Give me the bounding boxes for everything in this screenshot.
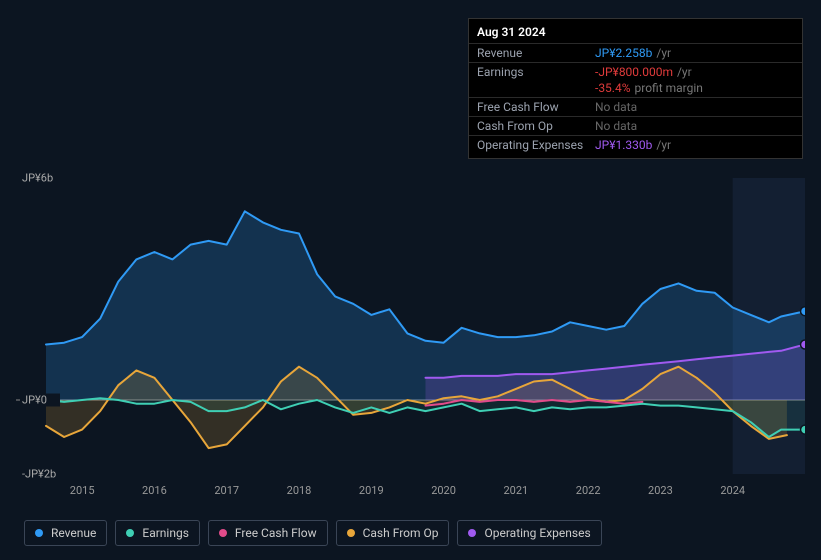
legend-item-earnings[interactable]: Earnings <box>115 520 200 546</box>
legend-swatch <box>468 529 476 537</box>
tooltip-subrow: -35.4% profit margin <box>469 81 802 97</box>
legend-swatch <box>35 529 43 537</box>
chart-legend: Revenue Earnings Free Cash Flow Cash From O… <box>24 520 602 546</box>
legend-swatch <box>347 529 355 537</box>
tooltip-unit: /yr <box>677 65 692 79</box>
x-tick-label: 2018 <box>287 484 312 497</box>
x-tick-label: 2019 <box>359 484 384 497</box>
legend-label: Cash From Op <box>363 526 439 540</box>
tooltip-row: RevenueJP¥2.258b/yr <box>469 43 802 62</box>
tooltip-value: JP¥1.330b <box>595 138 652 152</box>
tooltip-value: -JP¥800.000m <box>595 65 673 79</box>
x-tick-label: 2023 <box>648 484 673 497</box>
x-tick-label: 2024 <box>720 484 745 497</box>
legend-label: Operating Expenses <box>484 526 590 540</box>
tooltip-row: Earnings-JP¥800.000m/yr <box>469 62 802 81</box>
tooltip-row: Cash From OpNo data <box>469 116 802 135</box>
tooltip-label: Operating Expenses <box>477 138 595 152</box>
chart-tooltip: Aug 31 2024RevenueJP¥2.258b/yrEarnings-J… <box>468 18 803 159</box>
x-tick-label: 2015 <box>70 484 95 497</box>
tooltip-date: Aug 31 2024 <box>469 23 802 43</box>
tooltip-label: Earnings <box>477 65 595 79</box>
legend-label: Revenue <box>51 526 96 540</box>
legend-item-revenue[interactable]: Revenue <box>24 520 107 546</box>
marker-revenue <box>801 307 806 316</box>
tooltip-row: Free Cash FlowNo data <box>469 97 802 116</box>
financials-chart[interactable]: JP¥6b JP¥0 -JP¥2b 2015 2016 2017 2018 2019 2020… <box>16 160 805 500</box>
y-tick-label: JP¥0 <box>20 394 60 407</box>
tooltip-unit: /yr <box>656 46 671 60</box>
tooltip-label: Revenue <box>477 46 595 60</box>
legend-swatch <box>126 529 134 537</box>
legend-swatch <box>219 529 227 537</box>
tooltip-label: Free Cash Flow <box>477 100 595 114</box>
tooltip-unit: /yr <box>656 138 671 152</box>
marker-earnings <box>801 425 806 434</box>
tooltip-subvalue: -35.4% <box>595 81 631 95</box>
tooltip-label: Cash From Op <box>477 119 595 133</box>
legend-item-opex[interactable]: Operating Expenses <box>457 520 601 546</box>
x-tick-label: 2016 <box>142 484 167 497</box>
chart-plot[interactable] <box>16 178 805 474</box>
x-tick-label: 2022 <box>576 484 601 497</box>
legend-item-cfo[interactable]: Cash From Op <box>336 520 450 546</box>
tooltip-value: No data <box>595 119 637 133</box>
y-tick-label: JP¥6b <box>20 172 60 185</box>
tooltip-value: No data <box>595 100 637 114</box>
x-axis: 2015 2016 2017 2018 2019 2020 2021 2022 2023 2024 <box>16 480 805 500</box>
tooltip-value: JP¥2.258b <box>595 46 652 60</box>
x-tick-label: 2020 <box>431 484 456 497</box>
y-tick-label: -JP¥2b <box>20 468 60 481</box>
x-tick-label: 2021 <box>503 484 528 497</box>
x-tick-label: 2017 <box>214 484 239 497</box>
tooltip-row: Operating ExpensesJP¥1.330b/yr <box>469 135 802 154</box>
legend-label: Free Cash Flow <box>235 526 317 540</box>
legend-item-fcf[interactable]: Free Cash Flow <box>208 520 328 546</box>
tooltip-subunit: profit margin <box>635 81 703 95</box>
marker-opex <box>801 340 806 349</box>
legend-label: Earnings <box>142 526 189 540</box>
